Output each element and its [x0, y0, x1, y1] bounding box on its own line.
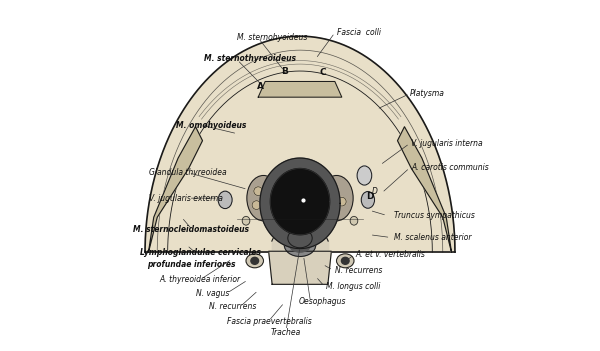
Polygon shape [258, 81, 342, 97]
Text: Fascia  colli: Fascia colli [337, 28, 380, 37]
Text: B: B [281, 67, 288, 75]
Ellipse shape [341, 257, 349, 264]
Polygon shape [149, 127, 202, 252]
Ellipse shape [357, 166, 372, 185]
Ellipse shape [254, 187, 263, 196]
Ellipse shape [361, 192, 374, 208]
Text: D: D [366, 192, 373, 201]
Polygon shape [145, 36, 455, 252]
Ellipse shape [251, 257, 259, 264]
Text: A: A [256, 82, 263, 91]
Ellipse shape [337, 254, 354, 268]
Text: N. vagus: N. vagus [196, 289, 229, 298]
Text: M. sternohyoideus: M. sternohyoideus [237, 33, 307, 42]
Ellipse shape [242, 217, 250, 225]
Text: D: D [371, 187, 377, 196]
Text: Truncus sympathicus: Truncus sympathicus [394, 211, 475, 220]
Text: M. omohyoideus: M. omohyoideus [176, 120, 247, 130]
Text: Fascia praevertebralis: Fascia praevertebralis [227, 317, 311, 326]
Polygon shape [271, 168, 329, 235]
Text: Trachea: Trachea [271, 329, 301, 337]
Polygon shape [398, 127, 451, 252]
Ellipse shape [252, 201, 261, 210]
Polygon shape [269, 251, 331, 284]
Text: N. recurrens: N. recurrens [209, 302, 257, 311]
Ellipse shape [320, 176, 353, 221]
Text: C: C [319, 68, 326, 77]
Ellipse shape [218, 191, 232, 208]
Ellipse shape [246, 254, 263, 268]
Text: M. longus colli: M. longus colli [326, 282, 380, 291]
Ellipse shape [337, 197, 346, 206]
Text: M. sternothyreoideus: M. sternothyreoideus [203, 54, 296, 63]
Ellipse shape [288, 229, 312, 248]
Polygon shape [260, 158, 340, 249]
Text: Glandula thyreoidea: Glandula thyreoidea [149, 168, 226, 177]
Ellipse shape [290, 238, 310, 252]
Ellipse shape [284, 234, 316, 257]
Text: profundae inferiores: profundae inferiores [147, 260, 235, 269]
Text: M. scalenus anterior: M. scalenus anterior [394, 233, 472, 242]
Text: M. sternocleidomastoideus: M. sternocleidomastoideus [133, 225, 249, 234]
Text: Lymphoglandulae cervicales: Lymphoglandulae cervicales [140, 248, 260, 257]
Text: A. et v. vertebralis: A. et v. vertebralis [356, 250, 425, 259]
Ellipse shape [327, 187, 335, 196]
Ellipse shape [247, 176, 280, 221]
Text: V. jugularis interna: V. jugularis interna [412, 139, 483, 148]
Ellipse shape [350, 217, 358, 225]
Text: N. recurrens: N. recurrens [335, 266, 382, 275]
Text: Oesophagus: Oesophagus [298, 297, 346, 306]
Ellipse shape [325, 201, 334, 210]
Text: A. carotis communis: A. carotis communis [412, 163, 489, 172]
Ellipse shape [265, 197, 273, 206]
Text: V. jugularis externa: V. jugularis externa [149, 194, 223, 203]
Text: Platysma: Platysma [410, 89, 445, 98]
Text: A. thyreoidea inferior: A. thyreoidea inferior [159, 275, 240, 284]
